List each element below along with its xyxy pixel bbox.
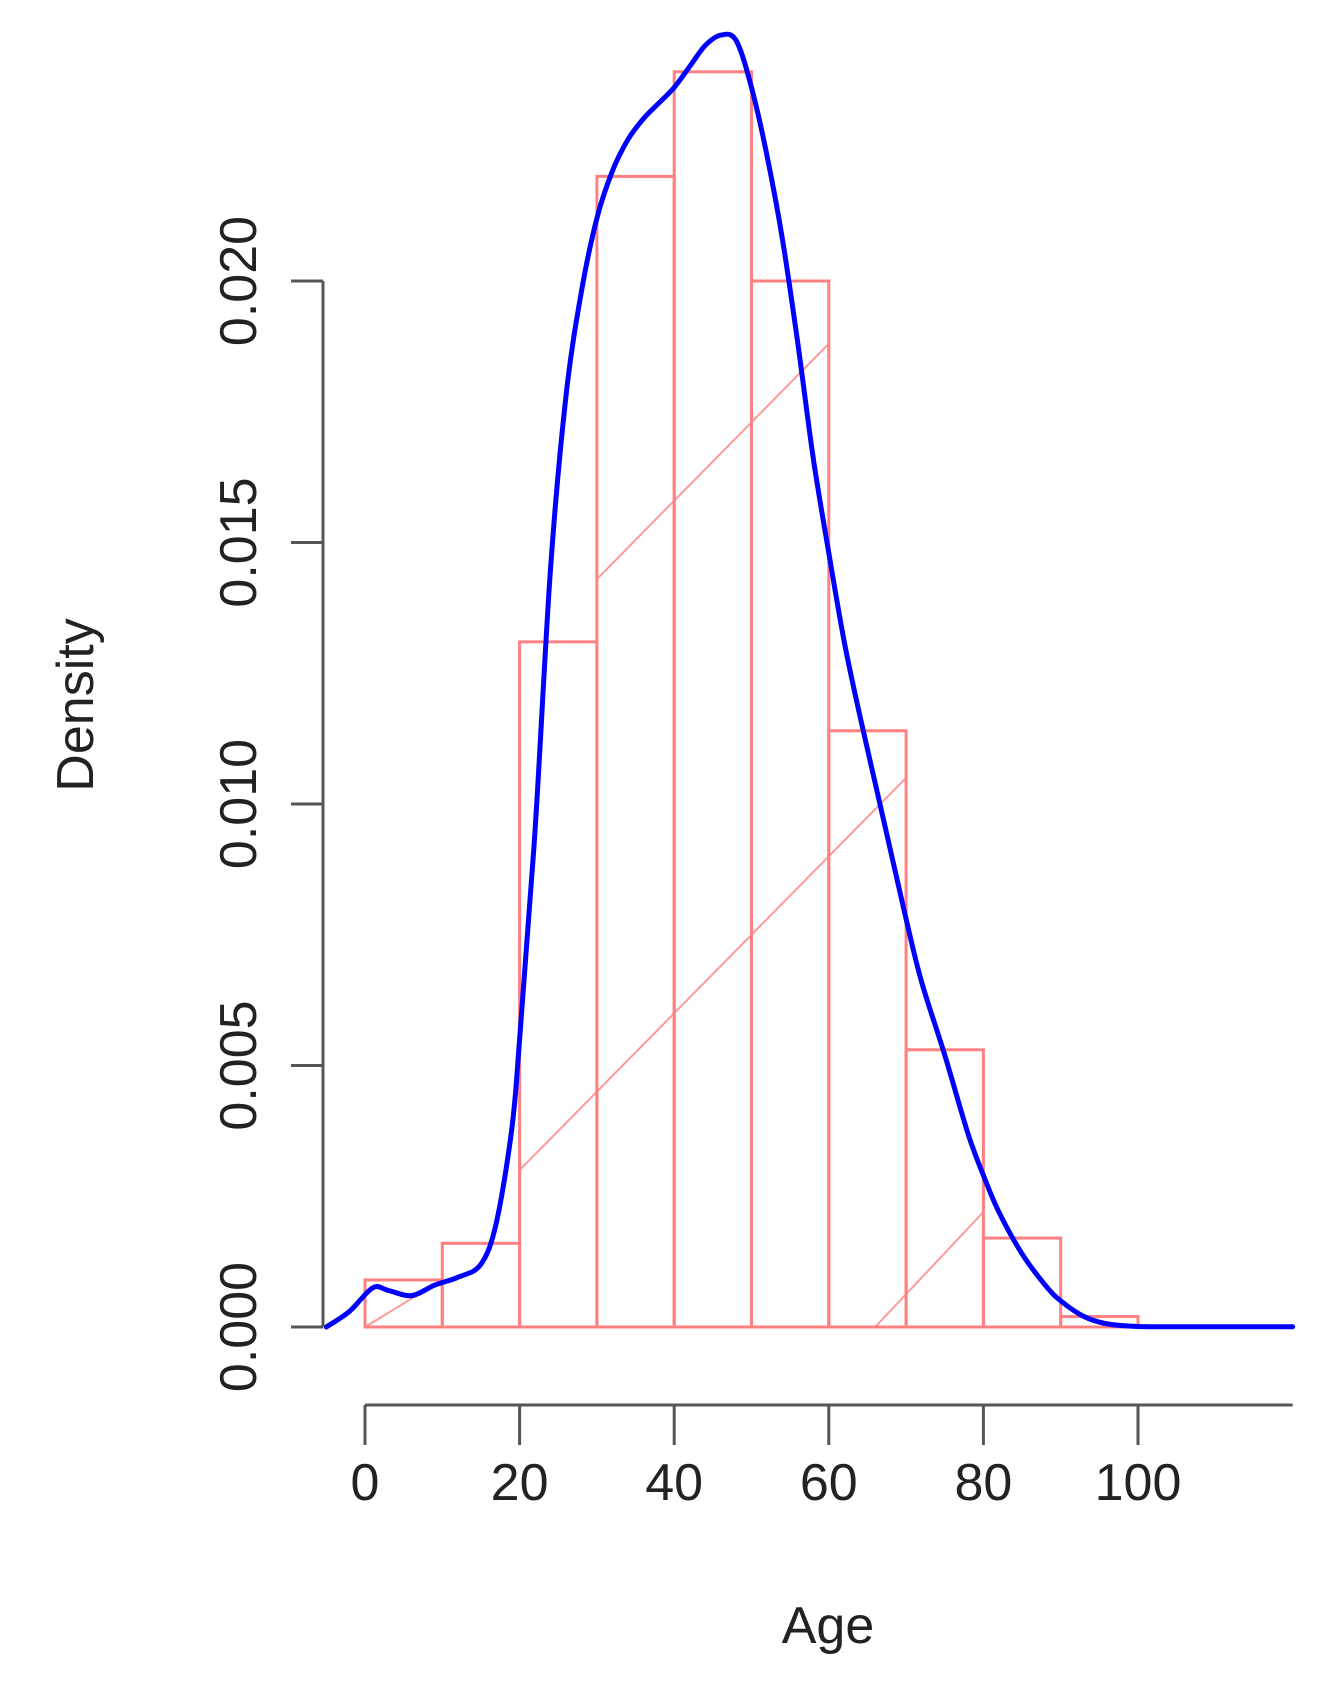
histogram-bar [750,279,831,1329]
hatching-layer [364,343,985,1328]
x-axis-title: Age [782,1597,875,1655]
x-tick-label: 0 [351,1454,380,1512]
histogram-bar [1059,1315,1140,1329]
histogram-bar [827,729,908,1329]
hatch-line [518,777,907,1171]
x-tick-label: 100 [1095,1454,1182,1512]
histogram-bar [672,70,754,1329]
histogram-bars [363,70,1140,1329]
histogram-bar [904,1048,985,1329]
y-tick-label: 0.010 [210,739,268,869]
histogram-bar [981,1236,1063,1329]
y-tick-label: 0.015 [210,477,268,607]
y-tick-label: 0.000 [210,1262,268,1392]
histogram-bar [440,1241,522,1329]
hatch-line [596,343,830,580]
x-tick-label: 60 [800,1454,858,1512]
histogram-bar [518,640,599,1329]
x-tick-label: 20 [491,1454,549,1512]
density-curve [323,31,1296,1330]
x-axis-ticks: 0 20 40 60 80 100 [351,1405,1182,1512]
histogram-bar [595,174,676,1329]
x-tick-label: 80 [954,1454,1012,1512]
y-tick-label: 0.020 [210,216,268,346]
x-tick-label: 40 [645,1454,703,1512]
hatch-line [874,1211,985,1328]
y-axis-title: Density [47,618,105,791]
y-axis-ticks: 0.000 0.005 0.010 0.015 0.020 [210,216,323,1392]
y-tick-label: 0.005 [210,1000,268,1130]
